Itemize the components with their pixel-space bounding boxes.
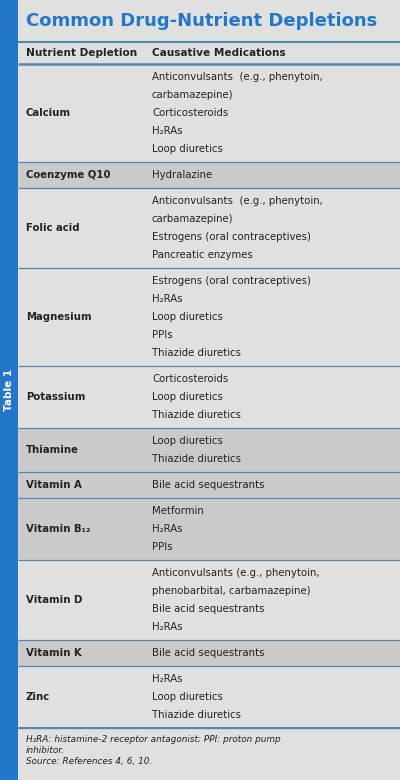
Text: inhibitor.: inhibitor.: [26, 746, 65, 755]
Text: Loop diuretics: Loop diuretics: [152, 144, 223, 154]
Bar: [18, 188, 400, 268]
Bar: [18, 498, 400, 560]
Text: Nutrient Depletion: Nutrient Depletion: [26, 48, 137, 58]
Text: Zinc: Zinc: [26, 692, 50, 702]
Text: carbamazepine): carbamazepine): [152, 90, 234, 100]
Text: Coenzyme Q10: Coenzyme Q10: [26, 170, 110, 180]
Text: PPIs: PPIs: [152, 542, 173, 551]
Text: H₂RAs: H₂RAs: [152, 294, 182, 304]
Bar: [18, 0, 400, 42]
Text: Estrogens (oral contraceptives): Estrogens (oral contraceptives): [152, 276, 311, 286]
Text: Hydralazine: Hydralazine: [152, 170, 212, 180]
Text: Loop diuretics: Loop diuretics: [152, 692, 223, 702]
Text: Pancreatic enzymes: Pancreatic enzymes: [152, 250, 253, 260]
Text: PPIs: PPIs: [152, 330, 173, 340]
Text: H₂RAs: H₂RAs: [152, 524, 182, 534]
Text: H₂RAs: H₂RAs: [152, 622, 182, 632]
Text: Thiazide diuretics: Thiazide diuretics: [152, 710, 241, 720]
Text: Folic acid: Folic acid: [26, 223, 80, 233]
Bar: [18, 728, 400, 780]
Text: Source: References 4, 6, 10.: Source: References 4, 6, 10.: [26, 757, 152, 766]
Bar: [18, 640, 400, 666]
Text: Loop diuretics: Loop diuretics: [152, 436, 223, 446]
Text: H₂RA: histamine-2 receptor antagonist; PPI: proton pump: H₂RA: histamine-2 receptor antagonist; P…: [26, 735, 281, 744]
Text: Vitamin A: Vitamin A: [26, 480, 82, 490]
Text: H₂RAs: H₂RAs: [152, 674, 182, 684]
Bar: [18, 42, 400, 64]
Text: Anticonvulsants (e.g., phenytoin,: Anticonvulsants (e.g., phenytoin,: [152, 568, 320, 578]
Text: H₂RAs: H₂RAs: [152, 126, 182, 136]
Bar: [0, 0, 18, 780]
Text: Vitamin K: Vitamin K: [26, 648, 82, 658]
Bar: [18, 366, 400, 427]
Bar: [18, 666, 400, 728]
Text: Thiazide diuretics: Thiazide diuretics: [152, 348, 241, 357]
Text: Anticonvulsants  (e.g., phenytoin,: Anticonvulsants (e.g., phenytoin,: [152, 196, 323, 206]
Text: Estrogens (oral contraceptives): Estrogens (oral contraceptives): [152, 232, 311, 242]
Text: Potassium: Potassium: [26, 392, 85, 402]
Text: Causative Medications: Causative Medications: [152, 48, 286, 58]
Bar: [18, 427, 400, 472]
Text: phenobarbital, carbamazepine): phenobarbital, carbamazepine): [152, 586, 311, 596]
Text: Table 1: Table 1: [4, 369, 14, 411]
Text: Common Drug-Nutrient Depletions: Common Drug-Nutrient Depletions: [26, 12, 377, 30]
Text: Thiazide diuretics: Thiazide diuretics: [152, 454, 241, 463]
Text: Corticosteroids: Corticosteroids: [152, 108, 228, 118]
Text: Bile acid sequestrants: Bile acid sequestrants: [152, 480, 264, 490]
Text: Thiazide diuretics: Thiazide diuretics: [152, 410, 241, 420]
Text: Corticosteroids: Corticosteroids: [152, 374, 228, 384]
Text: Magnesium: Magnesium: [26, 312, 92, 322]
Text: Bile acid sequestrants: Bile acid sequestrants: [152, 648, 264, 658]
Text: Vitamin D: Vitamin D: [26, 595, 82, 604]
Text: carbamazepine): carbamazepine): [152, 214, 234, 224]
Text: Calcium: Calcium: [26, 108, 71, 118]
Text: Anticonvulsants  (e.g., phenytoin,: Anticonvulsants (e.g., phenytoin,: [152, 72, 323, 82]
Bar: [18, 64, 400, 161]
Text: Metformin: Metformin: [152, 506, 204, 516]
Bar: [18, 268, 400, 366]
Bar: [18, 161, 400, 188]
Text: Loop diuretics: Loop diuretics: [152, 312, 223, 322]
Text: Thiamine: Thiamine: [26, 445, 79, 455]
Bar: [18, 560, 400, 640]
Text: Vitamin B₁₂: Vitamin B₁₂: [26, 524, 90, 534]
Text: Bile acid sequestrants: Bile acid sequestrants: [152, 604, 264, 614]
Text: Loop diuretics: Loop diuretics: [152, 392, 223, 402]
Bar: [18, 472, 400, 498]
